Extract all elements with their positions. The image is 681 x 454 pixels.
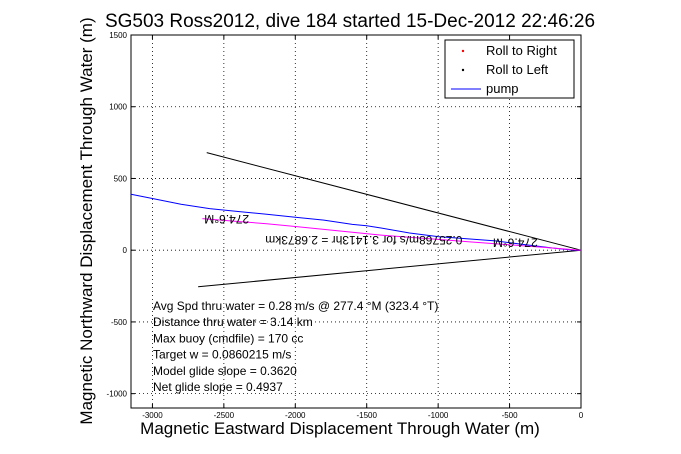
legend-label: Roll to Left xyxy=(486,62,549,77)
stats-line: Target w = 0.0860215 m/s xyxy=(153,348,291,362)
stats-block: Avg Spd thru water = 0.28 m/s @ 277.4 °M… xyxy=(153,299,438,394)
y-tick-label: 1000 xyxy=(109,103,127,112)
x-tick-label: -2000 xyxy=(285,411,306,420)
legend-box xyxy=(444,39,575,99)
series-line-roll-to-right xyxy=(202,218,582,251)
stats-line: Max buoy (cmdfile) = 170 cc xyxy=(153,331,303,345)
stats-line: Avg Spd thru water = 0.28 m/s @ 277.4 °M… xyxy=(153,299,438,313)
legend-marker xyxy=(461,49,465,53)
y-axis-label: Magnetic Northward Displacement Through … xyxy=(77,17,96,424)
series-group xyxy=(130,193,582,251)
x-tick-label: -1000 xyxy=(428,411,449,420)
y-tick-label: 0 xyxy=(123,246,128,255)
annotation-label: 274.6°M xyxy=(204,212,249,226)
x-tick-label: -1500 xyxy=(356,411,377,420)
y-tick-label: 1500 xyxy=(109,31,127,40)
legend-label: pump xyxy=(486,81,519,96)
legend: Roll to Right Roll to Left pump xyxy=(444,39,575,99)
annotation-label: 0.25768m/s for 3.1413hr = 2.6873km xyxy=(265,233,462,247)
stats-line: Net glide slope = 0.4937 xyxy=(153,380,283,394)
x-tick-label: -3000 xyxy=(142,411,163,420)
x-tick-label: -500 xyxy=(502,411,519,420)
annotation-label: 274.6°M xyxy=(493,236,538,250)
x-axis-label: Magnetic Eastward Displacement Through W… xyxy=(140,419,540,438)
grid xyxy=(131,34,582,408)
legend-label: Roll to Right xyxy=(486,43,557,58)
stats-line: Model glide slope = 0.3620 xyxy=(153,364,297,378)
y-tick-label: -1000 xyxy=(107,390,128,399)
stats-line: Distance thru water = 3.14 km xyxy=(153,315,313,329)
legend-marker xyxy=(461,68,465,72)
x-tick-label: 0 xyxy=(579,411,584,420)
annotations: 274.6°M 0.25768m/s for 3.1413hr = 2.6873k… xyxy=(204,212,537,250)
reference-lines xyxy=(198,152,582,288)
upper-bound-line xyxy=(206,152,582,251)
x-tick-label: -2500 xyxy=(214,411,235,420)
lower-bound-line xyxy=(198,249,582,288)
y-tick-label: 500 xyxy=(114,174,128,183)
y-tick-label: -500 xyxy=(111,318,128,327)
chart-title: SG503 Ross2012, dive 184 started 15-Dec-… xyxy=(105,11,595,32)
axis-ticks: -3000 -2500 -2000 -1500 -1000 -500 0 -1000 -500 0… xyxy=(107,31,584,420)
